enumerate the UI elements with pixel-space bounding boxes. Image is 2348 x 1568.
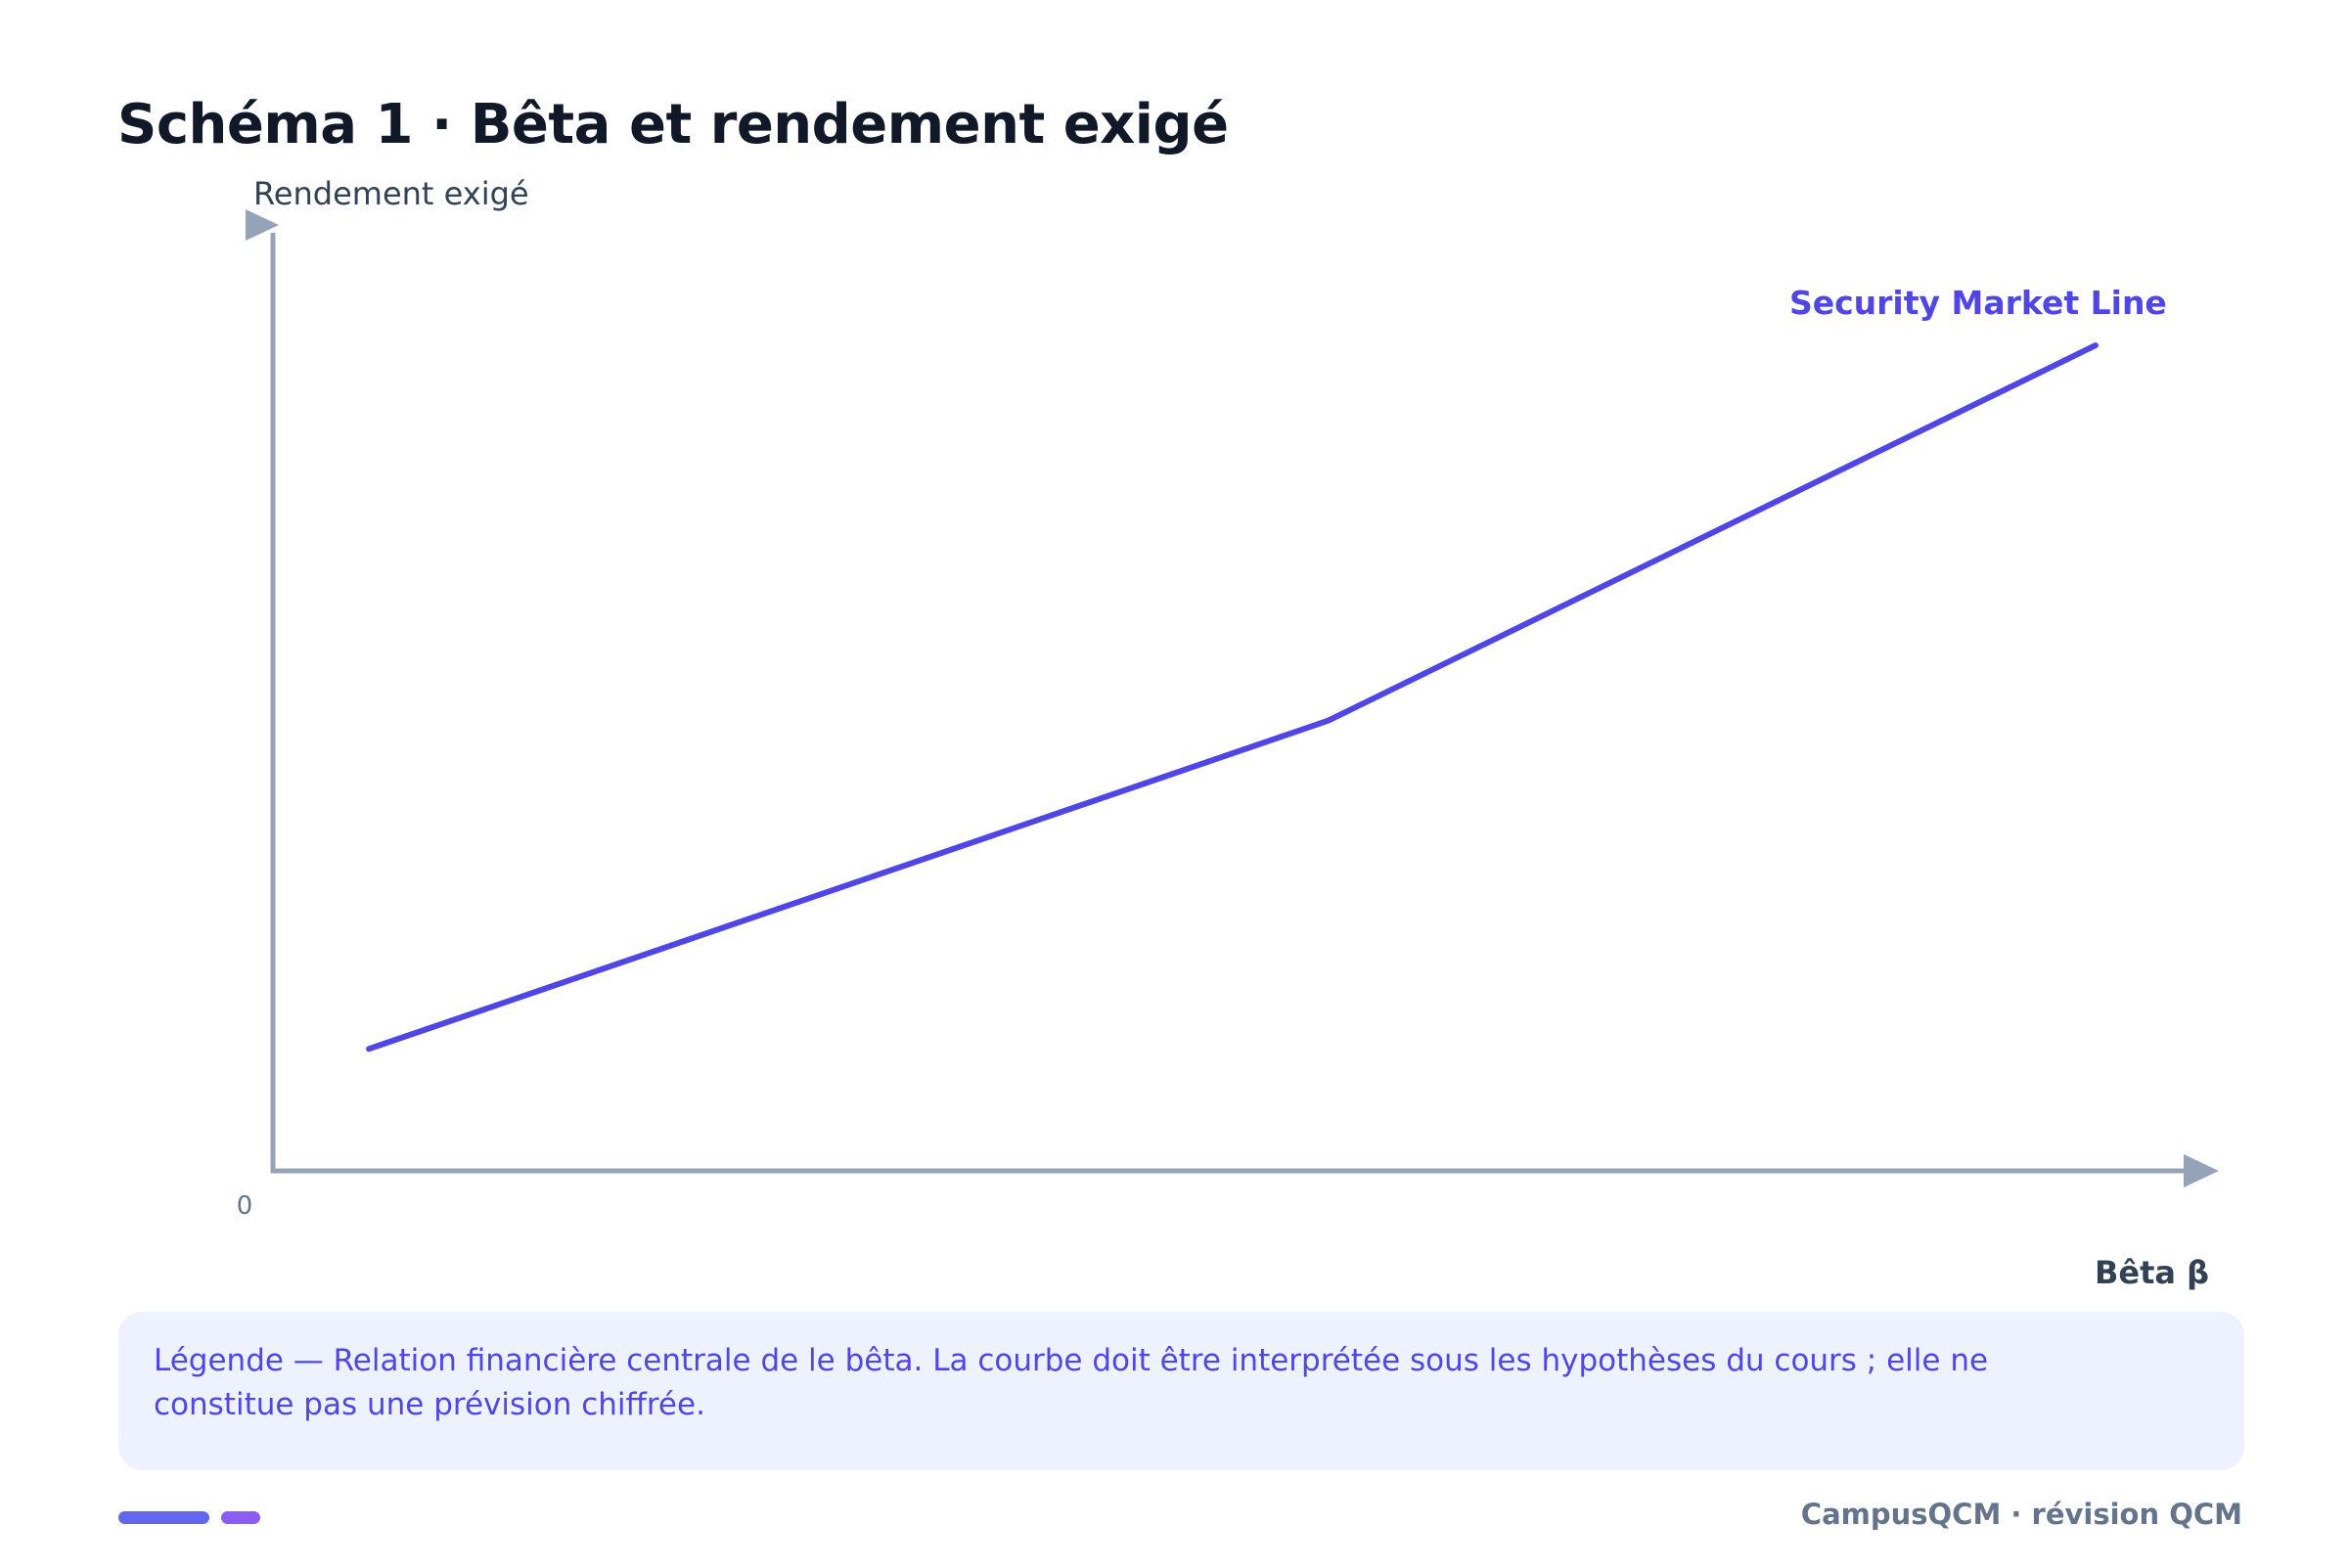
chart: Rendement exigé Bêta β 0 Security Market… bbox=[237, 175, 2219, 1291]
series-line-0 bbox=[366, 342, 2099, 1053]
x-axis-label: Bêta β bbox=[2095, 1254, 2209, 1291]
footer-bar-secondary bbox=[221, 1511, 260, 1524]
caption-text: Légende — Relation financière centrale d… bbox=[154, 1343, 1989, 1422]
footer-bar-primary bbox=[118, 1511, 209, 1524]
page-title: Schéma 1 · Bêta et rendement exigé bbox=[117, 93, 1229, 157]
x-axis-arrow bbox=[2184, 1154, 2219, 1187]
y-axis bbox=[246, 209, 279, 1173]
origin-label: 0 bbox=[237, 1191, 253, 1221]
footer-brand: CampusQCM · révision QCM bbox=[1800, 1498, 2242, 1531]
caption-box: Légende — Relation financière centrale d… bbox=[118, 1312, 2244, 1470]
y-axis-label: Rendement exigé bbox=[253, 175, 529, 212]
series-layer: Security Market Line bbox=[366, 284, 2167, 1053]
y-axis-arrow bbox=[246, 209, 279, 241]
x-axis bbox=[271, 1154, 2219, 1187]
series-label-0: Security Market Line bbox=[1789, 284, 2167, 322]
